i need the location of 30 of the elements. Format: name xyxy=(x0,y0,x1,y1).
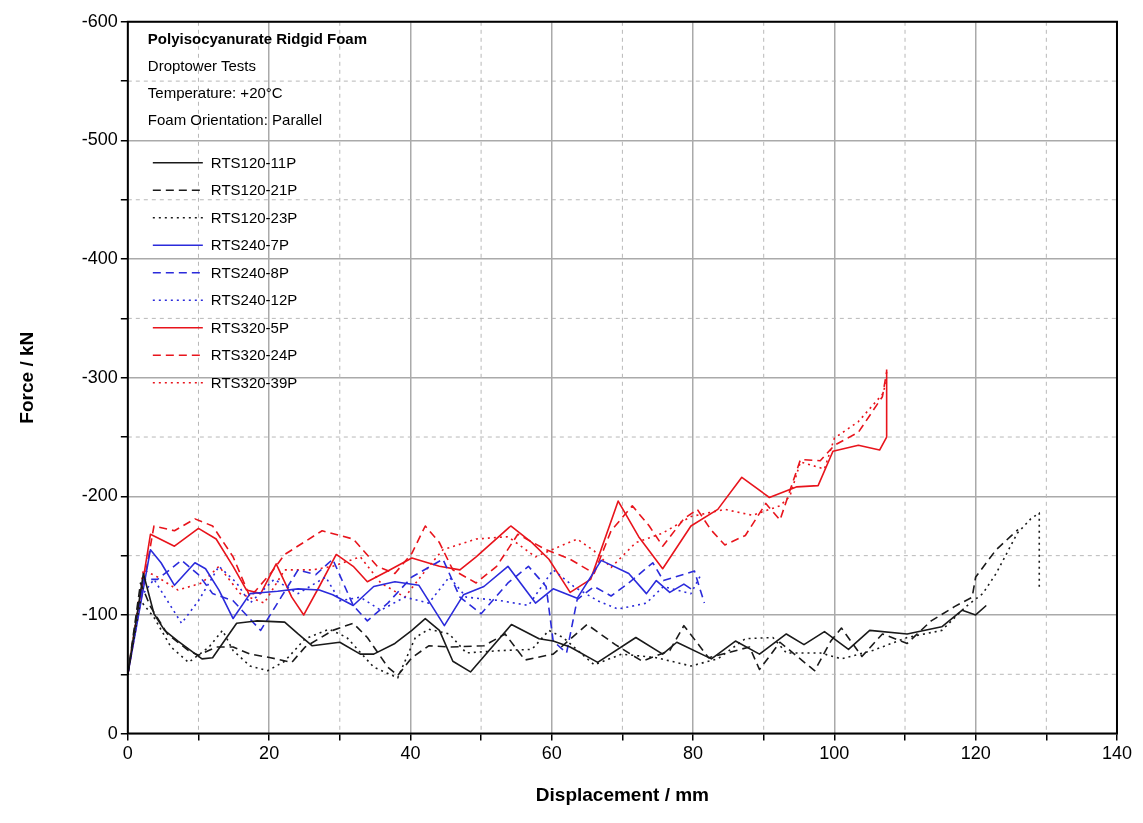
x-axis-title: Displacement / mm xyxy=(535,783,709,805)
legend-label: RTS120-11P xyxy=(210,153,297,171)
legend-label: RTS240-7P xyxy=(210,236,289,254)
y-tick-label: -600 xyxy=(81,10,118,31)
y-tick-label: -100 xyxy=(81,603,118,624)
x-tick-label: 20 xyxy=(259,743,280,764)
legend-label: RTS120-23P xyxy=(210,208,298,226)
y-tick-label: -200 xyxy=(81,485,118,506)
annotation: Foam Orientation: Parallel xyxy=(147,110,323,128)
x-tick-label: 120 xyxy=(960,743,991,764)
y-tick-label: -400 xyxy=(81,248,118,269)
legend-label: RTS240-8P xyxy=(210,263,289,281)
legend-label: RTS320-39P xyxy=(210,373,298,391)
y-tick-label: 0 xyxy=(107,722,118,743)
x-tick-label: 60 xyxy=(541,743,562,764)
text: Polyisocyanurate Ridgid Foam xyxy=(147,29,368,47)
legend-label: RTS120-21P xyxy=(210,181,298,199)
legend-label: RTS320-5P xyxy=(210,318,289,336)
y-tick-label: -300 xyxy=(81,366,118,387)
legend-label: RTS320-24P xyxy=(210,346,298,364)
y-axis-title: Force / kN xyxy=(15,331,37,424)
x-tick-label: 100 xyxy=(819,743,850,764)
x-tick-label: 0 xyxy=(122,743,133,764)
annotation: Temperature: +20°C xyxy=(147,83,283,101)
x-tick-label: 80 xyxy=(683,743,704,764)
text: Droptower Tests xyxy=(147,56,256,74)
y-tick-label: -500 xyxy=(81,129,118,150)
legend-label: RTS240-12P xyxy=(210,291,298,309)
x-tick-label: 40 xyxy=(400,743,421,764)
x-tick-label: 140 xyxy=(1101,743,1133,764)
